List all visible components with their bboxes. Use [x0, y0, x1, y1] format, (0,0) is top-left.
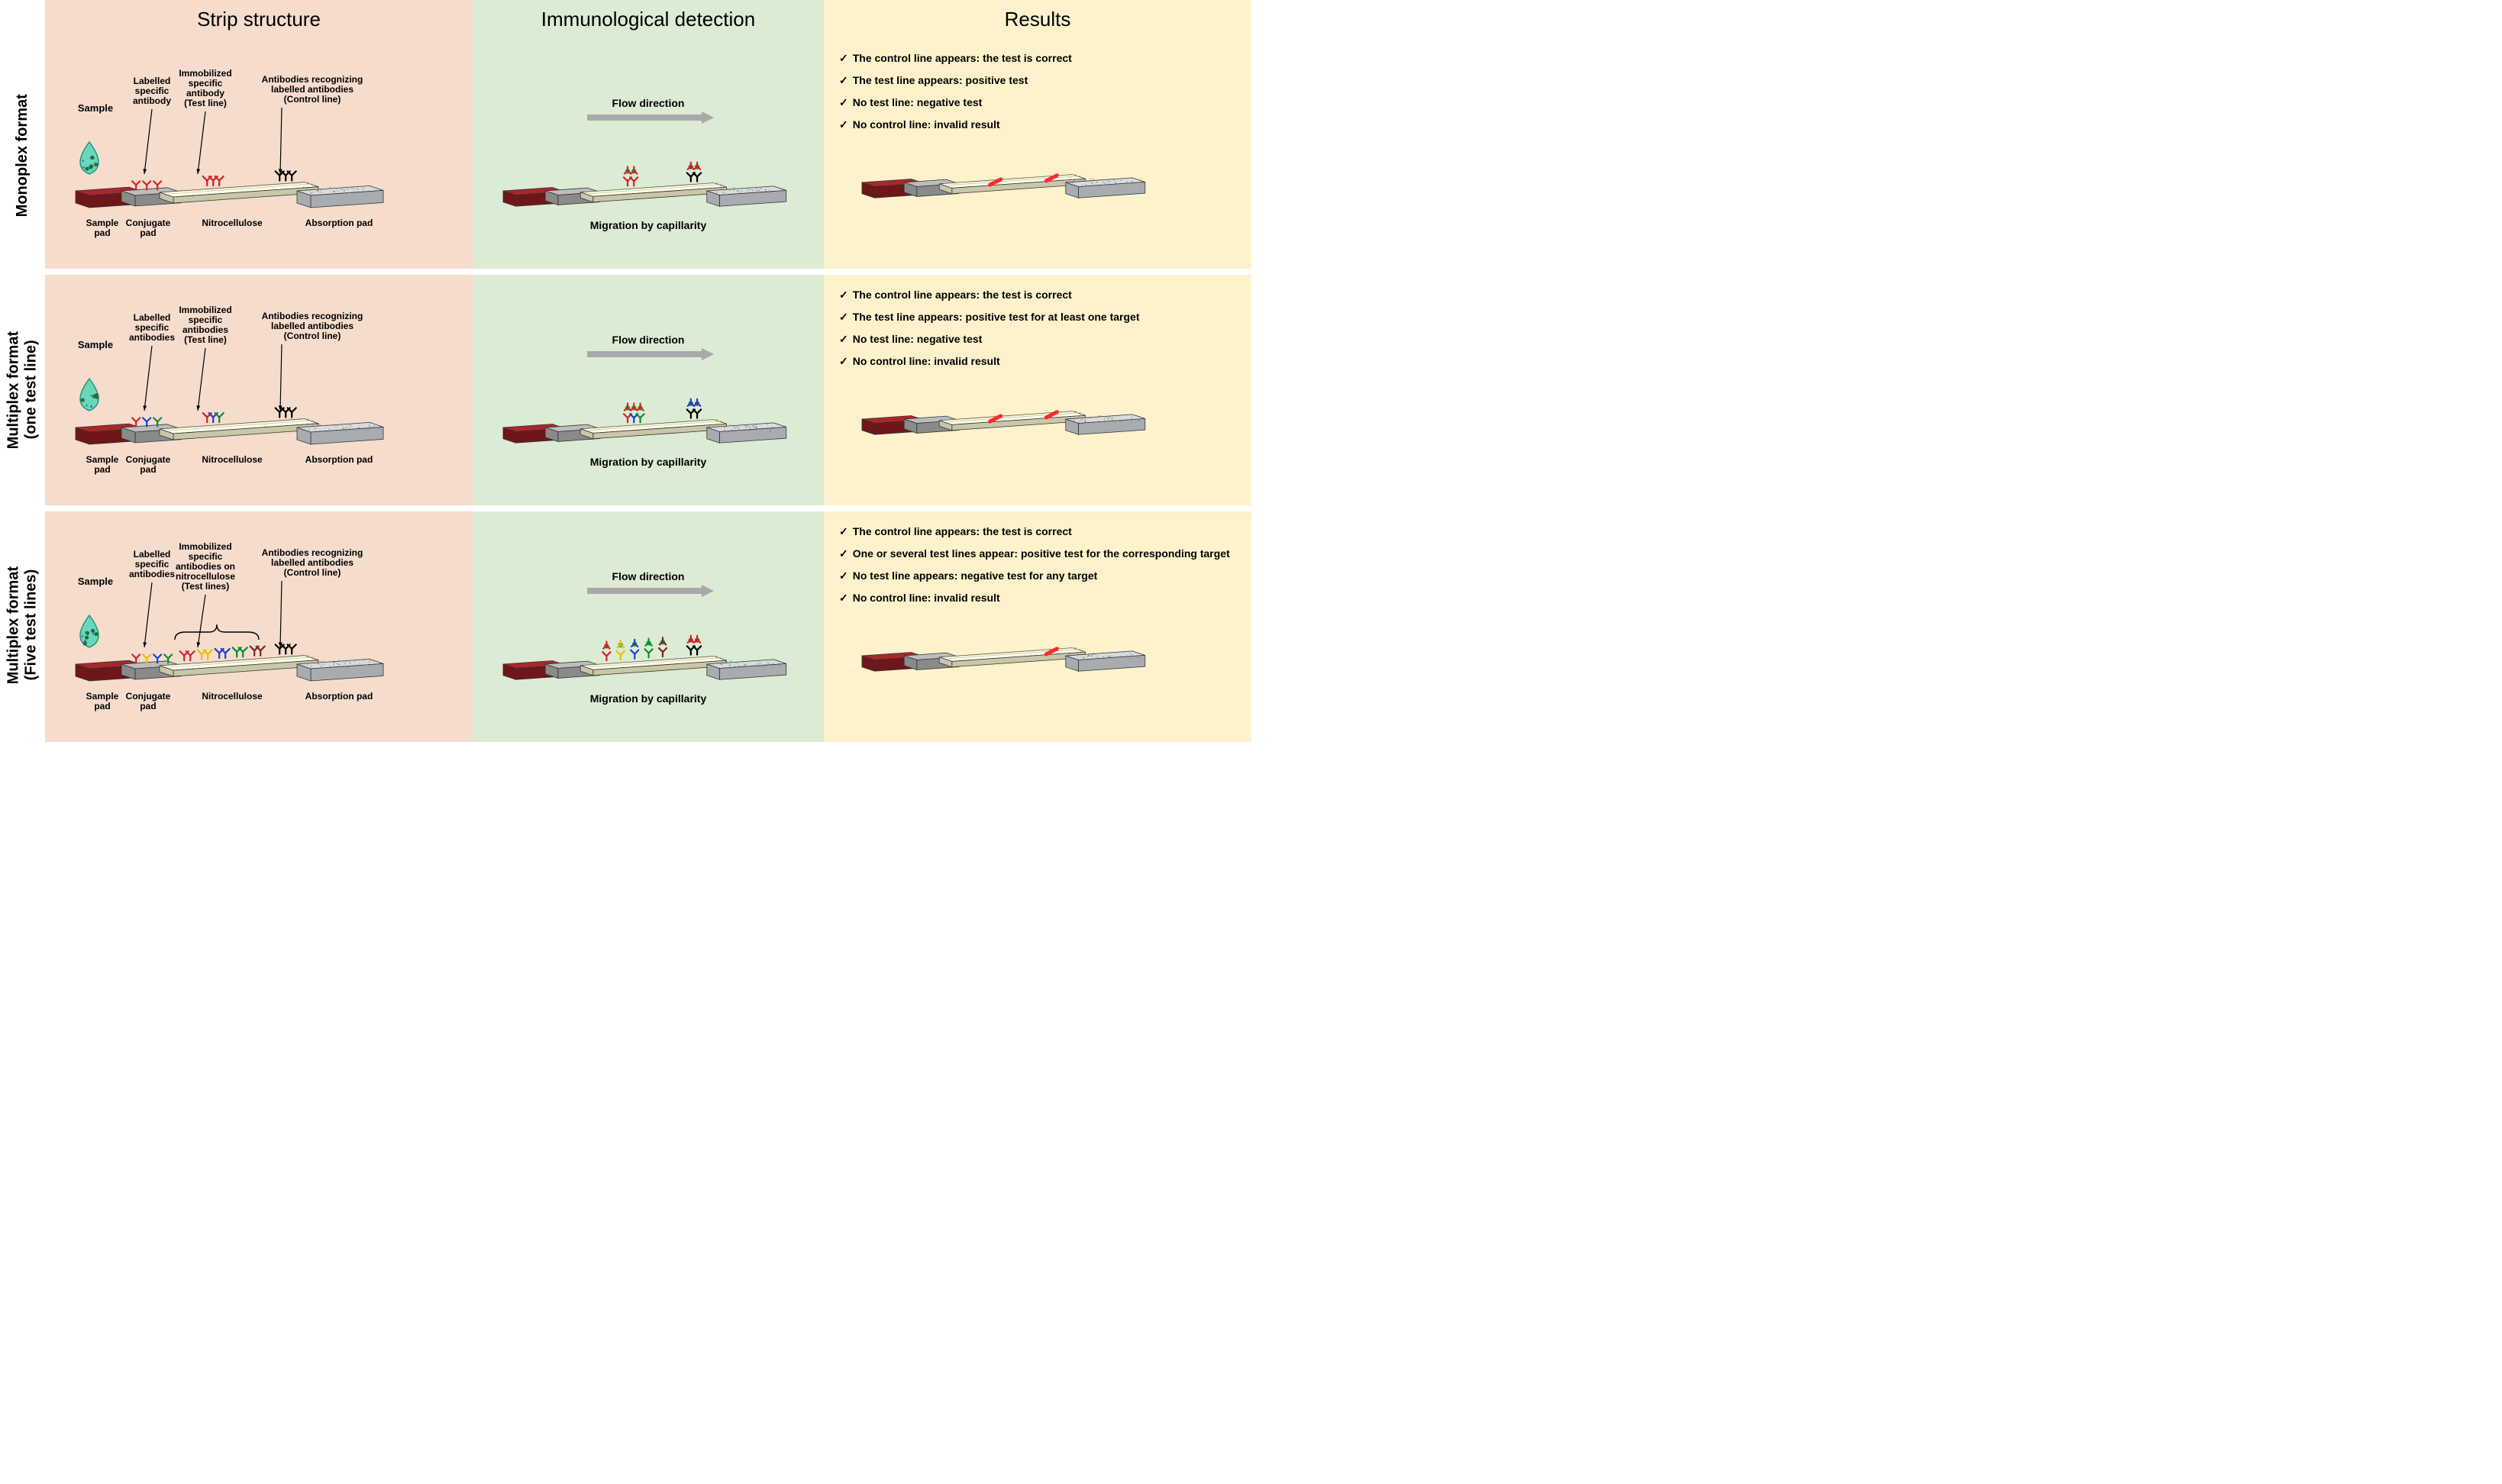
- r3c1: Samplepad Conjugatepad Nitrocellulose Absor…: [45, 511, 473, 742]
- immuno-multiplex1: Flow direction Migration by capillarity: [473, 275, 824, 504]
- check-icon: ✓: [839, 96, 848, 109]
- svg-text:Labelledspecificantibodies: Labelledspecificantibodies: [129, 549, 175, 579]
- result-text: No test line: negative test: [853, 96, 983, 109]
- svg-text:Sample: Sample: [78, 102, 113, 114]
- rowlabel-1: Monoplex format: [0, 38, 45, 273]
- svg-text:Flow direction: Flow direction: [612, 334, 685, 346]
- r2c2: Flow direction Migration by capillarity: [473, 275, 824, 505]
- result-item: ✓ No control line: invalid result: [839, 592, 1236, 605]
- svg-text:Nitrocellulose: Nitrocellulose: [202, 691, 263, 702]
- r3c3: ✓ The control line appears: the test is c…: [824, 511, 1251, 742]
- result-item: ✓ No test line: negative test: [839, 96, 1236, 109]
- check-icon: ✓: [839, 333, 848, 346]
- result-text: No control line: invalid result: [853, 355, 1000, 368]
- svg-text:Immobilizedspecificantibodies(: Immobilizedspecificantibodies(Test line): [179, 305, 231, 345]
- svg-text:Migration by capillarity: Migration by capillarity: [590, 219, 707, 231]
- r3c2: Flow direction Migration by capillarity: [473, 511, 824, 742]
- row-labels-col: Monoplex format Multiplex format (one te…: [0, 0, 45, 742]
- check-icon: ✓: [839, 311, 848, 324]
- row-1: Samplepad Conjugatepad Nitrocellulose Absor…: [45, 38, 1251, 275]
- svg-text:Migration by capillarity: Migration by capillarity: [590, 692, 707, 705]
- result-item: ✓ The control line appears: the test is c…: [839, 52, 1236, 65]
- result-text: The control line appears: the test is co…: [853, 525, 1072, 538]
- svg-text:Samplepad: Samplepad: [86, 218, 119, 238]
- svg-text:Conjugatepad: Conjugatepad: [126, 454, 171, 475]
- result-text: No test line appears: negative test for …: [853, 569, 1098, 582]
- svg-text:Absorption pad: Absorption pad: [305, 691, 373, 702]
- result-text: The control line appears: the test is co…: [853, 289, 1072, 302]
- svg-text:Labelledspecificantibodies: Labelledspecificantibodies: [129, 312, 175, 343]
- result-text: No control line: invalid result: [853, 118, 1000, 131]
- r2c3: ✓ The control line appears: the test is c…: [824, 275, 1251, 505]
- r1c3: ✓ The control line appears: the test is c…: [824, 38, 1251, 269]
- result-item: ✓ The test line appears: positive test fo…: [839, 311, 1236, 324]
- rowlabel-3: Multiplex format (Five test lines): [0, 508, 45, 742]
- strip-structure-monoplex: Samplepad Conjugatepad Nitrocellulose Absor…: [45, 38, 473, 267]
- svg-text:Flow direction: Flow direction: [612, 97, 685, 109]
- svg-text:Labelledspecificantibody: Labelledspecificantibody: [133, 76, 171, 106]
- col-header-1: Strip structure: [45, 0, 473, 38]
- svg-text:Conjugatepad: Conjugatepad: [126, 691, 171, 711]
- result-text: No test line: negative test: [853, 333, 983, 346]
- svg-text:Antibodies recognizinglabelled: Antibodies recognizinglabelled antibodie…: [262, 74, 363, 105]
- svg-text:Sample: Sample: [78, 576, 113, 587]
- r2c1: Samplepad Conjugatepad Nitrocellulose Absor…: [45, 275, 473, 505]
- col-header-3: Results: [824, 0, 1251, 38]
- result-text: No control line: invalid result: [853, 592, 1000, 605]
- svg-text:Absorption pad: Absorption pad: [305, 454, 373, 465]
- check-icon: ✓: [839, 592, 848, 605]
- svg-text:Antibodies recognizinglabelled: Antibodies recognizinglabelled antibodie…: [262, 311, 363, 341]
- results-multiplex1: ✓ The control line appears: the test is c…: [824, 275, 1251, 449]
- result-item: ✓ The test line appears: positive test: [839, 74, 1236, 87]
- svg-text:Flow direction: Flow direction: [612, 570, 685, 582]
- result-item: ✓ The control line appears: the test is c…: [839, 525, 1236, 538]
- svg-text:Immobilizedspecificantibodies: Immobilizedspecificantibodies onnitrocel…: [176, 541, 235, 592]
- check-icon: ✓: [839, 118, 848, 131]
- result-text: The test line appears: positive test: [853, 74, 1028, 87]
- svg-text:Nitrocellulose: Nitrocellulose: [202, 454, 263, 465]
- result-text: One or several test lines appear: positi…: [853, 547, 1230, 560]
- row-2: Samplepad Conjugatepad Nitrocellulose Absor…: [45, 275, 1251, 511]
- result-item: ✓ No control line: invalid result: [839, 118, 1236, 131]
- immuno-multiplex5: Flow direction Migration by capillarity: [473, 511, 824, 740]
- strip-structure-multiplex5: Samplepad Conjugatepad Nitrocellulose Absor…: [45, 511, 473, 740]
- svg-text:Conjugatepad: Conjugatepad: [126, 218, 171, 238]
- diagram-root: Monoplex format Multiplex format (one te…: [0, 0, 1251, 742]
- r1c2: Flow direction Migration by capillarity: [473, 38, 824, 269]
- result-item: ✓ No test line appears: negative test for…: [839, 569, 1236, 582]
- svg-text:Nitrocellulose: Nitrocellulose: [202, 218, 263, 228]
- grid: Strip structure Immunological detection …: [45, 0, 1251, 742]
- rowlabel-2: Multiplex format (one test line): [0, 273, 45, 507]
- result-text: The control line appears: the test is co…: [853, 52, 1072, 65]
- strip-structure-multiplex1: Samplepad Conjugatepad Nitrocellulose Absor…: [45, 275, 473, 504]
- col-header-2: Immunological detection: [473, 0, 824, 38]
- result-item: ✓ No control line: invalid result: [839, 355, 1236, 368]
- svg-text:Antibodies recognizinglabelled: Antibodies recognizinglabelled antibodie…: [262, 547, 363, 578]
- svg-text:Absorption pad: Absorption pad: [305, 218, 373, 228]
- check-icon: ✓: [839, 52, 848, 65]
- row-3: Samplepad Conjugatepad Nitrocellulose Absor…: [45, 511, 1251, 742]
- results-monoplex: ✓ The control line appears: the test is c…: [824, 38, 1251, 212]
- check-icon: ✓: [839, 355, 848, 368]
- svg-text:Samplepad: Samplepad: [86, 454, 119, 475]
- rowlabel-spacer: [0, 0, 45, 38]
- results-multiplex5: ✓ The control line appears: the test is c…: [824, 511, 1251, 686]
- result-item: ✓ The control line appears: the test is c…: [839, 289, 1236, 302]
- header-row: Strip structure Immunological detection …: [45, 0, 1251, 38]
- svg-text:Samplepad: Samplepad: [86, 691, 119, 711]
- result-text: The test line appears: positive test for…: [853, 311, 1140, 324]
- check-icon: ✓: [839, 525, 848, 538]
- svg-text:Immobilizedspecificantibody(Te: Immobilizedspecificantibody(Test line): [179, 68, 231, 108]
- svg-text:Sample: Sample: [78, 339, 113, 350]
- check-icon: ✓: [839, 289, 848, 302]
- check-icon: ✓: [839, 74, 848, 87]
- check-icon: ✓: [839, 547, 848, 560]
- result-item: ✓ No test line: negative test: [839, 333, 1236, 346]
- immuno-monoplex: Flow direction Migration by capillarity: [473, 38, 824, 267]
- check-icon: ✓: [839, 569, 848, 582]
- r1c1: Samplepad Conjugatepad Nitrocellulose Absor…: [45, 38, 473, 269]
- svg-text:Migration by capillarity: Migration by capillarity: [590, 456, 707, 468]
- result-item: ✓ One or several test lines appear: posit…: [839, 547, 1236, 560]
